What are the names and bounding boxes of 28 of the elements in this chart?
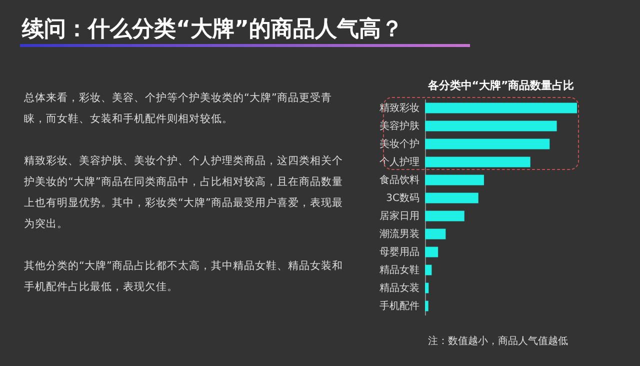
y-tick-label: 手机配件 — [380, 300, 420, 312]
bar — [425, 156, 530, 168]
y-tick-label: 居家日用 — [380, 210, 420, 222]
bar — [425, 246, 438, 258]
bar — [425, 264, 432, 276]
text: 注：数值越小，商品人气值越低 — [428, 334, 568, 348]
y-tick-label: 精品女装 — [380, 282, 420, 294]
bar — [425, 174, 484, 186]
bar — [425, 192, 478, 204]
y-tick-label: 精致彩妆 — [380, 102, 420, 114]
y-tick-label: 母婴用品 — [380, 246, 420, 258]
bar — [425, 228, 446, 240]
bar — [425, 210, 464, 222]
bar — [425, 120, 557, 132]
text: 总体来看，彩妆、美容、个护等个护美妆类的“大牌”商品更受青睐，而女鞋、女装和手机配件则相对较低。 — [24, 91, 333, 127]
bar — [425, 102, 577, 114]
bar — [425, 282, 429, 294]
y-tick-label: 个人护理 — [380, 156, 420, 168]
bar — [425, 138, 550, 150]
chart-subtitle: 各分类中“大牌”商品数量占比 — [426, 79, 574, 92]
y-tick-label: 3C数码 — [386, 193, 420, 204]
text: 精致彩妆、美容护肤、美妆个护、个人护理类商品，这四类相关个护美妆的“大牌”商品在同类商品中，占比相对较高，且在商品数量上也有明显优势。其中，彩妆类“大牌”商品最受用户喜爱，表现最为突出。 — [24, 154, 344, 232]
y-tick-label: 潮流男装 — [380, 228, 420, 240]
text: 其他分类的“大牌”商品占比都不太高，其中精品女鞋、精品女装和手机配件占比最低，表现欠佳。 — [24, 259, 344, 295]
y-tick-label: 食品饮料 — [380, 174, 420, 186]
text: 续问：什么分类“大牌”的商品人气高？ — [22, 16, 403, 44]
bar — [425, 300, 428, 312]
y-tick-label: 精品女鞋 — [380, 264, 420, 276]
